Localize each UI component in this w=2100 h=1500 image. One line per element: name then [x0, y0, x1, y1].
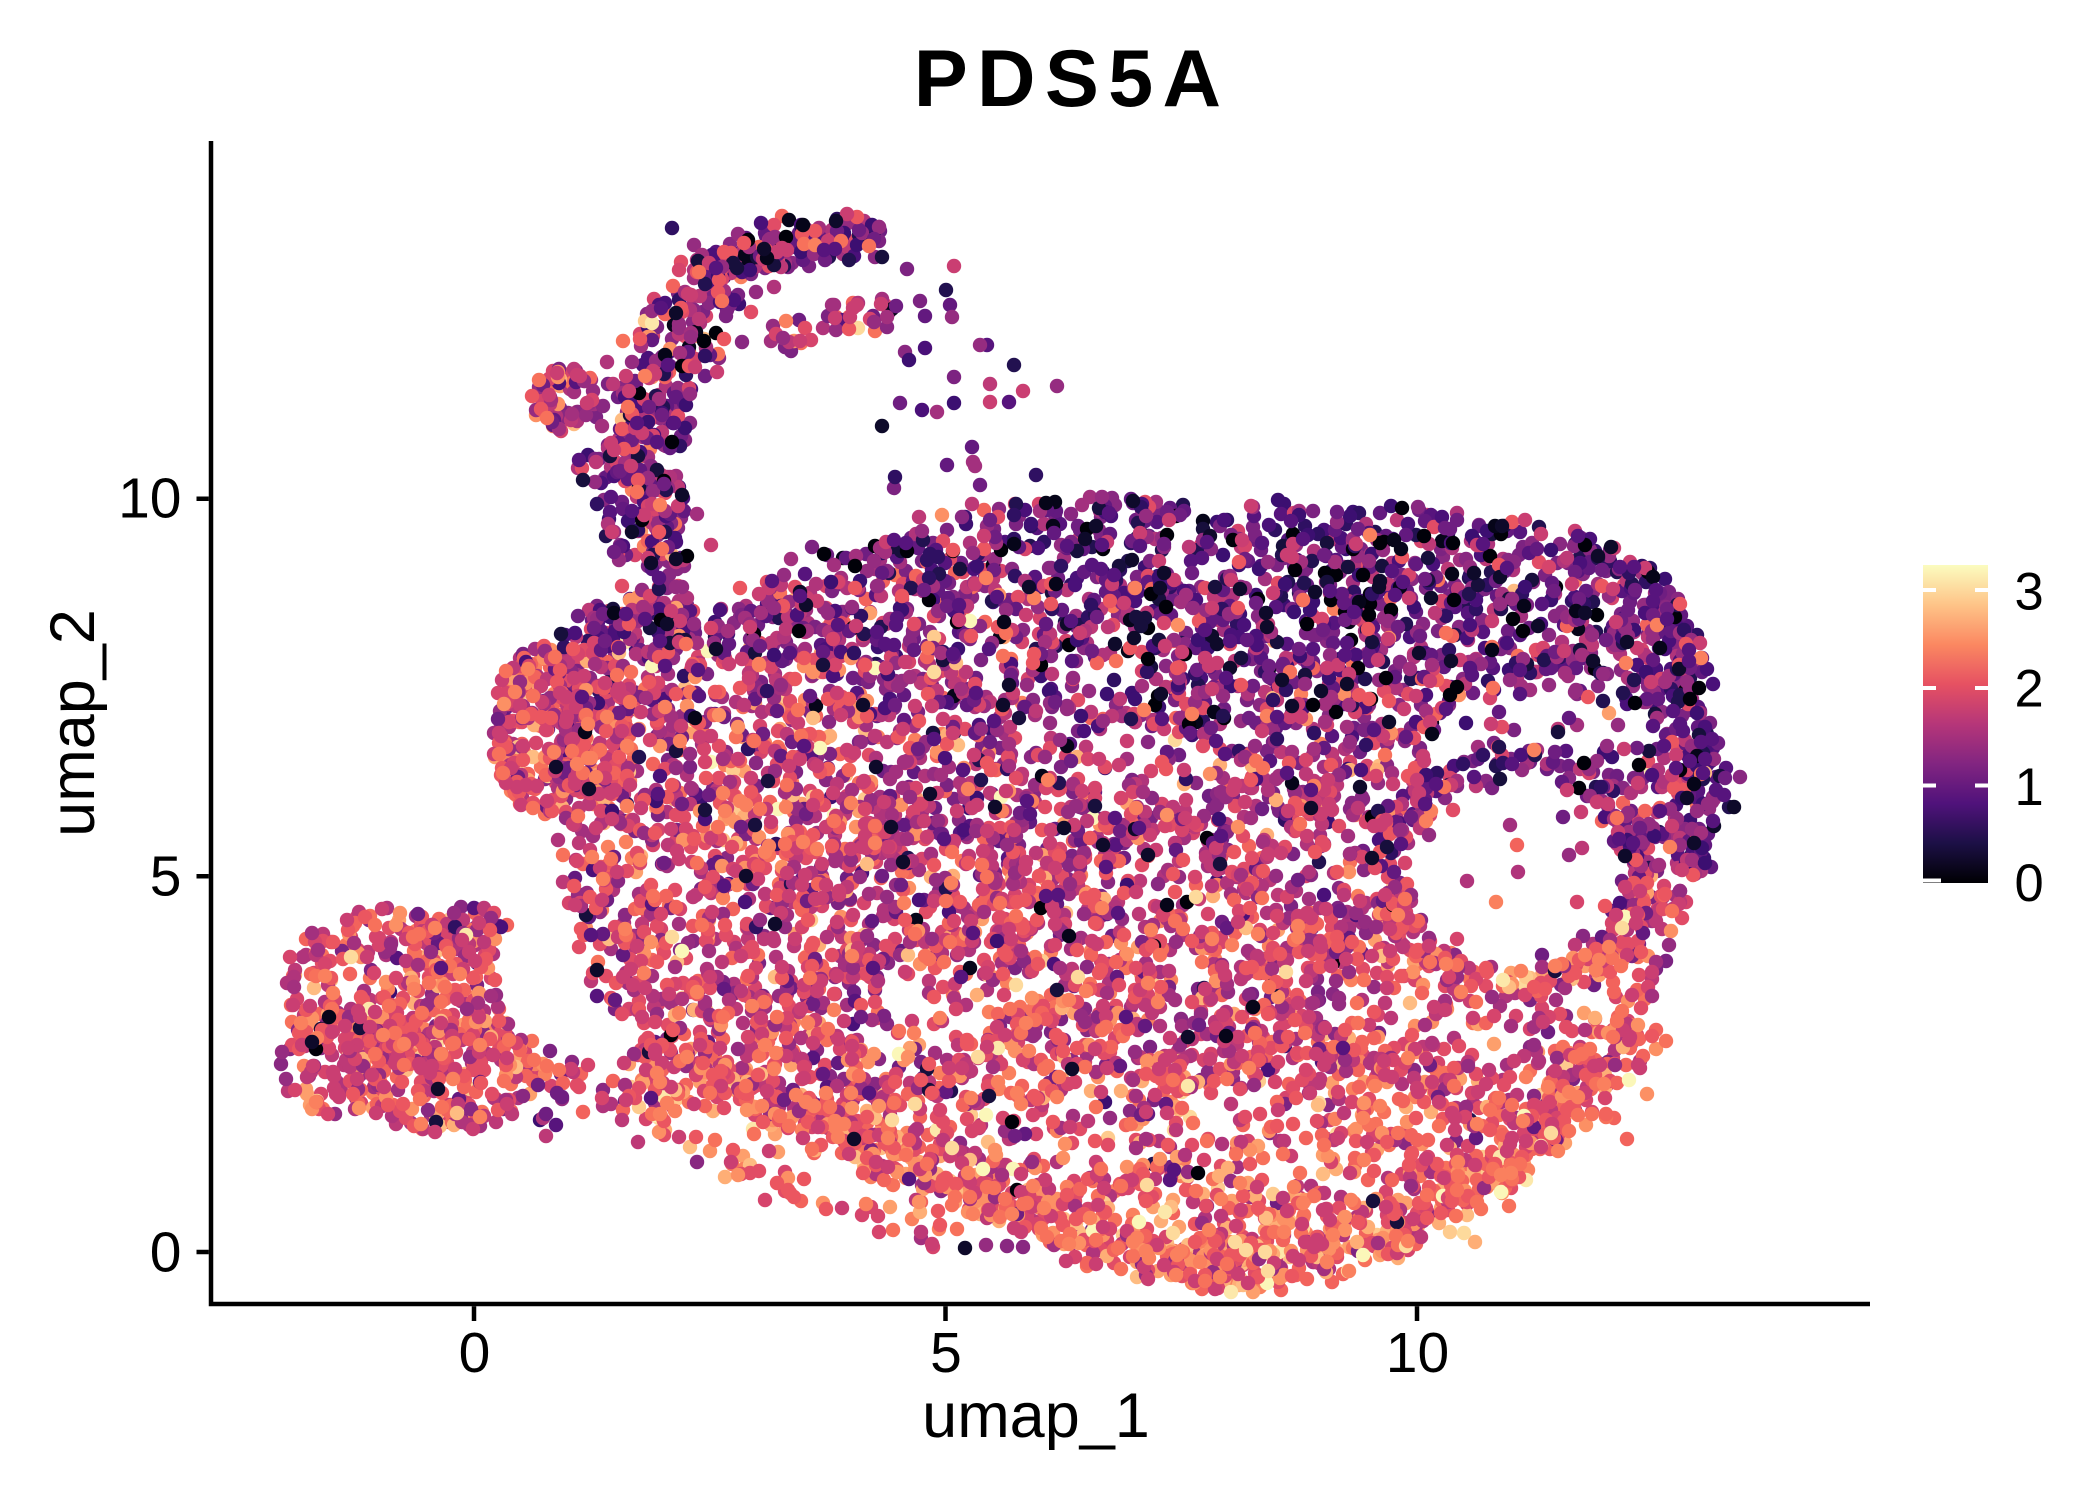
svg-text:umap_1: umap_1 [922, 1381, 1150, 1451]
svg-text:10: 10 [1386, 1321, 1449, 1385]
svg-text:1: 1 [2015, 758, 2044, 817]
svg-text:0: 0 [150, 1221, 182, 1285]
svg-text:PDS5A: PDS5A [914, 34, 1231, 124]
svg-text:5: 5 [930, 1321, 962, 1385]
svg-text:5: 5 [150, 845, 182, 909]
svg-text:0: 0 [2015, 854, 2044, 913]
svg-text:3: 3 [2015, 562, 2044, 621]
svg-text:2: 2 [2015, 660, 2044, 719]
svg-text:umap_2: umap_2 [38, 609, 108, 837]
svg-text:10: 10 [118, 467, 181, 531]
svg-text:0: 0 [459, 1321, 491, 1385]
